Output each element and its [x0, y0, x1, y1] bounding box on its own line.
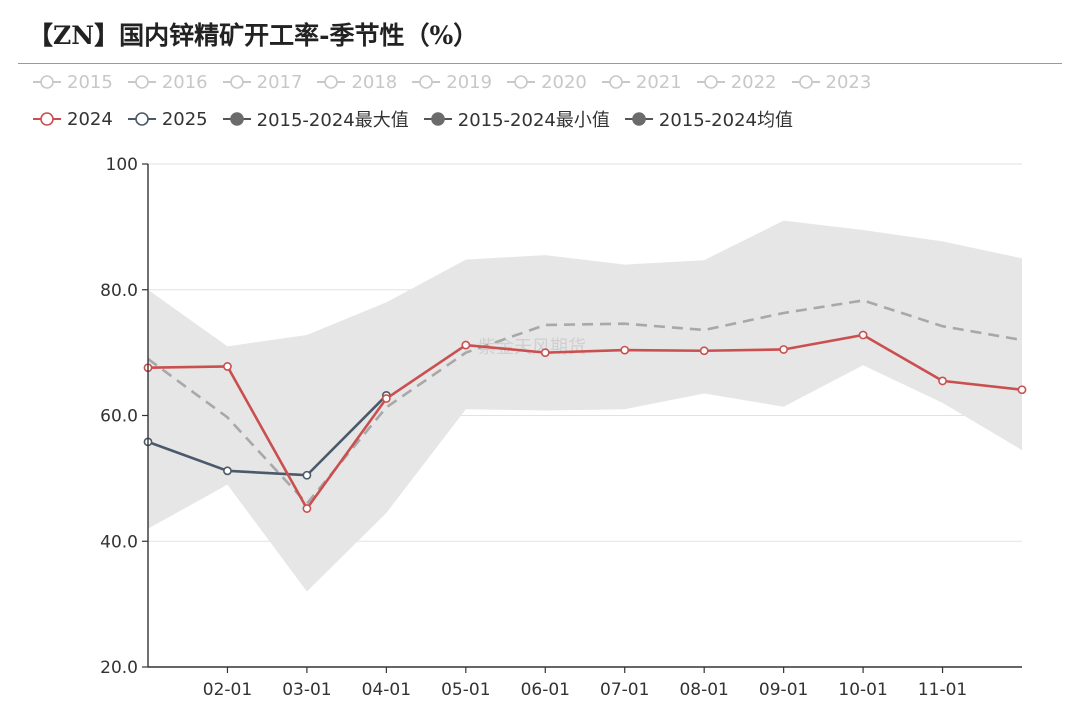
legend-label: 2016	[161, 71, 208, 93]
data-point-2025[interactable]	[223, 466, 232, 476]
x-tick-label: 06-01	[521, 680, 570, 700]
legend-row-years: 2015 2016 2017 2018 2019 2020 2021 2022 2023	[32, 69, 885, 95]
legend-label: 2019	[446, 71, 493, 93]
series-line-2025	[147, 394, 388, 477]
legend-item-2018[interactable]: 2018	[316, 72, 397, 93]
data-point-2024[interactable]	[620, 345, 630, 355]
legend-marker-icon	[601, 75, 630, 89]
mean-line	[147, 299, 1023, 506]
legend-row-active: 2024 2025 2015-2024最大值 2015-2024最小值 2015-202…	[32, 106, 807, 132]
legend-item-2020[interactable]: 2020	[506, 72, 587, 93]
data-point-2024[interactable]	[938, 376, 947, 386]
legend-marker-icon	[791, 75, 820, 89]
x-tick-label: 07-01	[600, 680, 649, 700]
y-tick-label: 60.0	[100, 407, 138, 427]
legend-label: 2022	[730, 71, 777, 93]
legend-marker-icon	[33, 75, 61, 89]
legend-label: 2015-2024均值	[658, 110, 793, 131]
legend-item-2022[interactable]: 2022	[696, 72, 777, 93]
legend-marker-icon	[412, 75, 441, 89]
x-tick-label: 08-01	[679, 680, 728, 700]
chart-title: 【ZN】国内锌精矿开工率-季节性（%）	[28, 21, 479, 50]
x-tick-label: 10-01	[838, 680, 887, 700]
data-point-2024[interactable]	[461, 340, 471, 350]
legend-item-2015-2024均值[interactable]: 2015-2024均值	[624, 106, 793, 132]
min-max-band-layer	[148, 220, 1022, 592]
series-line-2024	[147, 333, 1023, 511]
legend-item-2019[interactable]: 2019	[411, 72, 492, 93]
data-point-2024[interactable]	[699, 346, 709, 356]
legend-item-2017[interactable]: 2017	[222, 71, 303, 93]
legend-marker-icon	[222, 75, 251, 89]
legend-item-2021[interactable]: 2021	[601, 72, 682, 93]
legend-label: 2020	[541, 71, 587, 93]
legend-marker-icon	[33, 112, 61, 126]
legend-item-2016[interactable]: 2016	[127, 72, 208, 93]
legend-marker-icon	[696, 75, 725, 89]
data-point-2024[interactable]	[381, 394, 391, 403]
data-point-2024[interactable]	[858, 330, 868, 340]
legend-label: 2025	[161, 108, 208, 130]
data-point-2025[interactable]	[302, 470, 312, 480]
legend-item-2015-2024最小值[interactable]: 2015-2024最小值	[423, 106, 610, 132]
legend-label: 2015	[67, 71, 113, 93]
legend-item-2023[interactable]: 2023	[791, 71, 872, 93]
legend-marker-icon	[624, 112, 653, 126]
x-tick-label: 11-01	[918, 680, 967, 700]
y-tick-label: 80.0	[100, 281, 138, 301]
legend-label: 2015-2024最小值	[457, 110, 610, 131]
legend-label: 2015-2024最大值	[256, 110, 409, 131]
legend-marker-icon	[317, 75, 346, 89]
data-point-2024[interactable]	[779, 345, 789, 354]
x-tick-label: 04-01	[362, 680, 411, 700]
legend-label: 2021	[635, 71, 682, 93]
x-tick-label: 02-01	[203, 680, 252, 700]
legend-label: 2018	[351, 71, 398, 93]
legend-item-2024[interactable]: 2024	[32, 109, 113, 130]
axes: 20.0 40.0 60.0 80.0 100 02-01 03-01 04-01 05-01 0…	[100, 155, 1022, 700]
mean-line-layer	[147, 299, 1023, 506]
legend-marker-icon	[423, 112, 452, 126]
legend-item-2015[interactable]: 2015	[32, 72, 113, 93]
x-tick-label: 03-01	[282, 680, 331, 700]
legend-marker-icon	[127, 112, 156, 126]
title-divider	[18, 63, 1062, 64]
legend-marker-icon	[507, 75, 536, 89]
y-tick-label: 20.0	[100, 658, 138, 678]
data-point-2024[interactable]	[540, 348, 550, 358]
data-point-2024[interactable]	[302, 504, 312, 513]
legend-label: 2023	[825, 71, 872, 93]
legend-marker-icon	[222, 112, 251, 126]
min-max-band	[148, 220, 1022, 592]
legend-label: 2024	[67, 108, 113, 130]
legend-item-2025[interactable]: 2025	[127, 109, 208, 130]
x-tick-label: 05-01	[441, 680, 490, 700]
x-tick-label: 09-01	[759, 680, 808, 700]
data-point-2024[interactable]	[223, 362, 232, 371]
legend-label: 2017	[256, 71, 303, 93]
y-tick-label: 100	[106, 155, 138, 175]
legend-marker-icon	[127, 75, 156, 89]
y-tick-label: 40.0	[100, 532, 138, 552]
legend-item-2015-2024最大值[interactable]: 2015-2024最大值	[222, 106, 409, 132]
data-point-2024[interactable]	[1017, 385, 1027, 395]
